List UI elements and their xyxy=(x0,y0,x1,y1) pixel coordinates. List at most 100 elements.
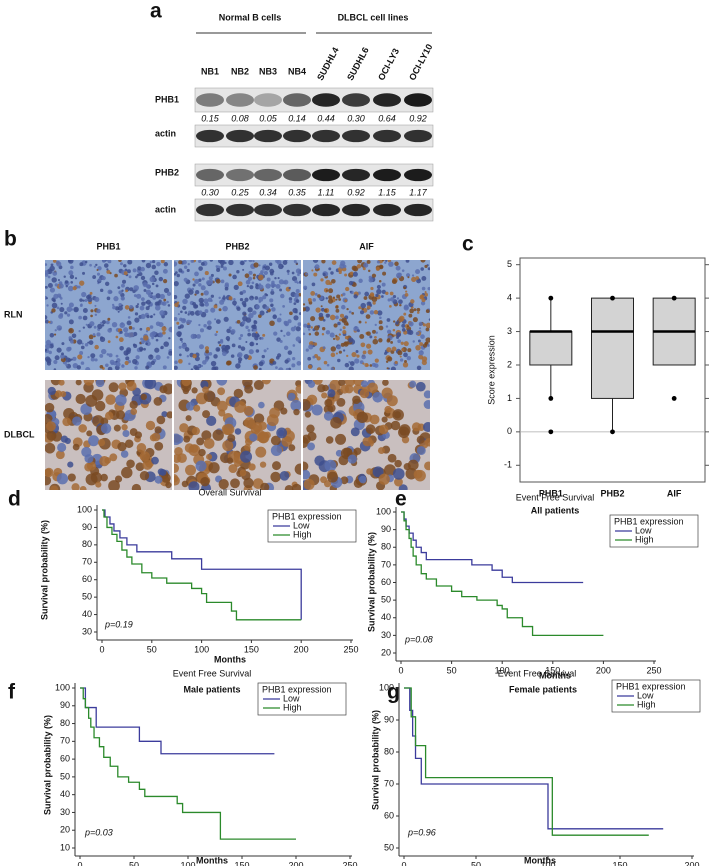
cell xyxy=(159,293,165,300)
cell xyxy=(242,311,247,316)
whisker-end xyxy=(610,295,615,301)
cell xyxy=(81,342,84,345)
x-tick-label: 100 xyxy=(194,644,209,654)
cell xyxy=(126,320,132,326)
blot-band xyxy=(404,203,432,217)
cell xyxy=(364,291,370,297)
y-tick-label: 4 xyxy=(507,292,512,302)
cell xyxy=(222,440,234,452)
y-tick-label: 80 xyxy=(384,746,394,756)
cell xyxy=(324,459,337,472)
cell xyxy=(349,271,354,276)
cell xyxy=(356,411,368,424)
cell xyxy=(232,274,237,280)
cell xyxy=(310,316,316,322)
cell xyxy=(417,423,425,431)
blot-band xyxy=(312,203,340,217)
cell xyxy=(269,407,280,419)
cell xyxy=(328,288,334,294)
cell xyxy=(269,298,274,303)
cell xyxy=(424,291,427,294)
whisker-end xyxy=(671,295,677,301)
x-tick-label: 200 xyxy=(294,644,309,654)
cell xyxy=(142,282,148,288)
blot-band xyxy=(312,168,340,182)
x-axis-label: Months xyxy=(539,670,571,680)
cell xyxy=(376,284,381,290)
panel-label: c xyxy=(462,233,474,256)
cell xyxy=(155,284,159,288)
cell xyxy=(303,478,315,490)
cell xyxy=(424,438,430,447)
band-value: 0.35 xyxy=(288,187,307,197)
chart-title: Event Free Survival xyxy=(173,668,252,678)
cell xyxy=(198,283,202,287)
cell xyxy=(416,446,426,456)
cell xyxy=(241,320,246,325)
cell xyxy=(264,264,267,267)
cell xyxy=(71,483,80,490)
cell xyxy=(399,303,402,307)
cell xyxy=(351,351,357,358)
cell xyxy=(291,483,301,490)
cell xyxy=(50,263,54,267)
cell xyxy=(376,260,380,264)
cell xyxy=(163,287,170,294)
row-label: DLBCL xyxy=(4,429,35,439)
cell xyxy=(244,297,249,302)
y-tick-label: 100 xyxy=(376,506,391,516)
cell xyxy=(166,411,172,419)
band-value: 0.05 xyxy=(259,113,278,123)
cell xyxy=(149,276,156,283)
cell xyxy=(224,286,229,291)
blot-band xyxy=(283,129,311,143)
cell xyxy=(420,260,426,263)
cell xyxy=(90,353,96,359)
x-axis-label: Months xyxy=(524,855,556,865)
outlier xyxy=(548,429,554,435)
cell xyxy=(298,280,301,284)
cell xyxy=(56,347,62,353)
cell xyxy=(84,343,89,347)
cell xyxy=(305,348,309,352)
cell xyxy=(348,366,354,370)
cell xyxy=(100,473,108,482)
cell xyxy=(295,268,301,274)
cell xyxy=(240,450,253,463)
cell xyxy=(293,260,297,264)
cell xyxy=(378,279,382,283)
cell xyxy=(217,400,228,412)
cell xyxy=(63,407,75,420)
cell xyxy=(85,323,88,326)
cell xyxy=(90,357,95,362)
cell xyxy=(52,260,57,263)
cell xyxy=(124,360,129,366)
cell xyxy=(394,477,403,487)
cell xyxy=(416,331,420,335)
cell xyxy=(94,313,98,317)
blot-band xyxy=(342,203,370,217)
y-tick-label: 60 xyxy=(82,574,92,584)
cell xyxy=(217,341,221,344)
cell xyxy=(259,310,265,316)
x-tick-label: 150 xyxy=(234,860,249,866)
band-value: 0.92 xyxy=(409,113,427,123)
cell xyxy=(90,314,93,318)
cell xyxy=(68,327,74,334)
cell xyxy=(258,264,261,267)
cell xyxy=(270,290,275,295)
cell xyxy=(168,337,171,340)
panel-label: d xyxy=(8,488,21,511)
cell xyxy=(427,267,430,271)
cell xyxy=(184,347,190,352)
cell xyxy=(145,342,148,346)
cell xyxy=(314,292,318,296)
cell xyxy=(362,267,366,271)
cell xyxy=(280,293,285,299)
cell xyxy=(370,293,375,297)
cell xyxy=(182,305,187,311)
cell xyxy=(166,300,169,304)
cell xyxy=(203,324,207,328)
cell xyxy=(234,400,247,413)
cell xyxy=(390,297,395,302)
